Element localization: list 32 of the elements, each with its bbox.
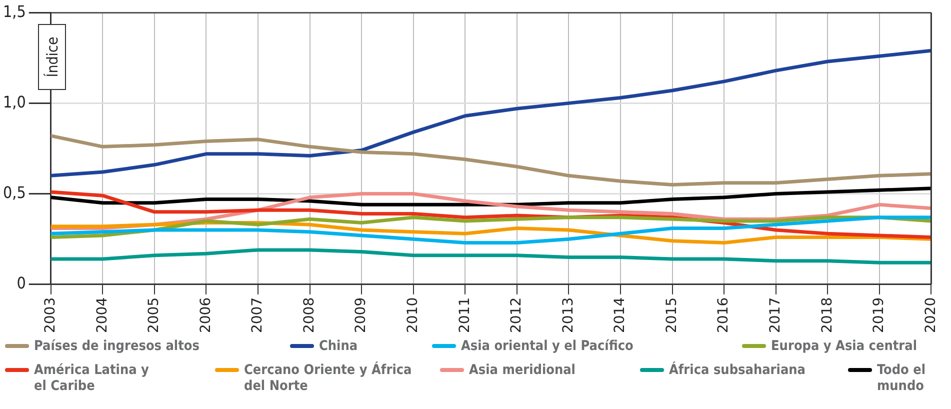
x-tick-label: 2006	[198, 297, 214, 334]
y-tick-label: 1,0	[2, 92, 26, 112]
legend-label: Cercano Oriente y África del Norte	[244, 362, 413, 394]
legend-label: África subsahariana	[669, 362, 806, 378]
x-tick-label: 2012	[508, 297, 525, 334]
x-tick-label: 2009	[353, 297, 370, 334]
x-tick-label: 2010	[405, 297, 422, 334]
y-axis-title: Índice	[43, 36, 62, 78]
x-tick-label: 2003	[42, 297, 59, 334]
legend-label: Todo el mundo	[877, 362, 927, 394]
x-tick-label: 2008	[301, 297, 318, 334]
legend-label: Asia meridional	[469, 362, 576, 378]
x-tick-label: 2013	[560, 297, 576, 334]
legend-label: Europa y Asia central	[771, 338, 917, 354]
legend-label: Países de ingresos altos	[34, 338, 200, 354]
y-tick-label: 1,5	[2, 2, 26, 21]
x-tick-label: 2007	[250, 297, 266, 334]
y-tick-label: 0	[16, 274, 26, 293]
x-tick-label: 2019	[871, 297, 888, 334]
x-tick-label: 2018	[819, 297, 836, 334]
x-tick-label: 2004	[94, 297, 110, 334]
x-tick-label: 2011	[456, 297, 473, 334]
x-tick-label: 2020	[922, 297, 939, 334]
x-tick-label: 2005	[146, 297, 162, 334]
legend-label: América Latina y el Caribe	[34, 362, 150, 394]
x-tick-label: 2014	[612, 297, 628, 334]
y-tick-label: 0,5	[2, 182, 26, 202]
legend-label: China	[319, 338, 358, 354]
x-tick-label: 2015	[664, 297, 680, 334]
x-tick-label: 2016	[716, 297, 732, 334]
legend-label: Asia oriental y el Pacífico	[461, 338, 634, 354]
x-tick-label: 2017	[767, 297, 784, 334]
